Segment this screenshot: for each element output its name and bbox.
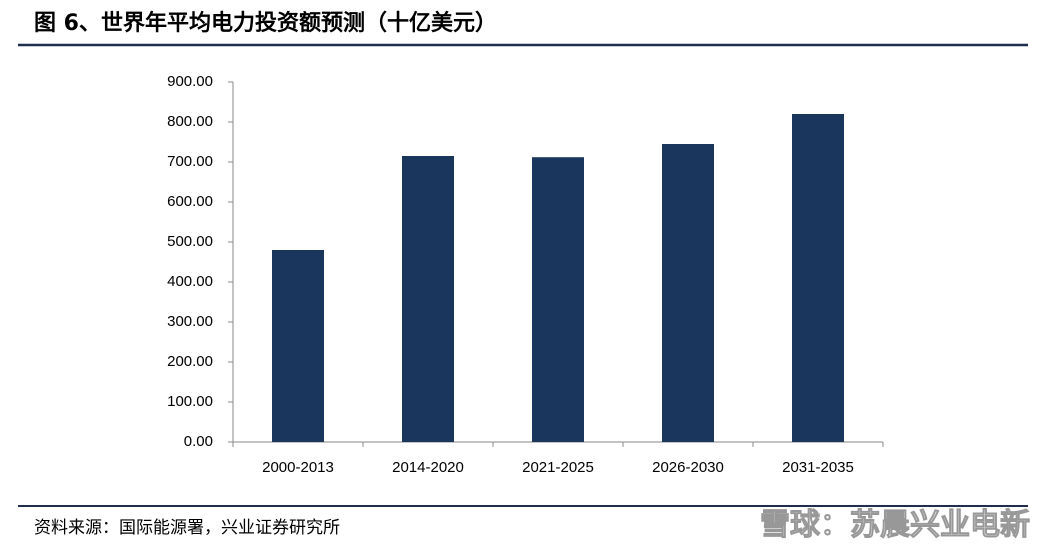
chart-title: 图 6、世界年平均电力投资额预测（十亿美元） xyxy=(34,10,497,36)
x-tick-label: 2031-2035 xyxy=(782,459,854,476)
y-tick-label: 300.00 xyxy=(167,313,213,330)
y-tick-label: 200.00 xyxy=(167,353,213,370)
bar xyxy=(402,156,454,442)
y-tick-label: 400.00 xyxy=(167,273,213,290)
x-tick-label: 2026-2030 xyxy=(652,459,724,476)
y-tick-label: 700.00 xyxy=(167,153,213,170)
y-tick-label: 100.00 xyxy=(167,393,213,410)
watermark: 雪球：苏晨兴业电新 xyxy=(760,508,1030,543)
source-note: 资料来源：国际能源署，兴业证券研究所 xyxy=(34,518,340,538)
bar xyxy=(272,250,324,442)
y-tick-label: 500.00 xyxy=(167,233,213,250)
bar xyxy=(792,114,844,442)
y-tick-label: 0.00 xyxy=(184,433,213,450)
y-tick-label: 800.00 xyxy=(167,113,213,130)
y-tick-label: 600.00 xyxy=(167,193,213,210)
bar xyxy=(662,144,714,442)
y-tick-label: 900.00 xyxy=(167,73,213,90)
x-tick-label: 2021-2025 xyxy=(522,459,594,476)
x-tick-label: 2014-2020 xyxy=(392,459,464,476)
bar xyxy=(532,157,584,442)
x-tick-label: 2000-2013 xyxy=(262,459,334,476)
